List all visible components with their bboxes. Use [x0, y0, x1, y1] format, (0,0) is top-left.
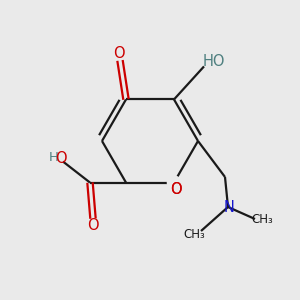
Text: O: O [170, 182, 181, 197]
Text: H: H [49, 152, 58, 164]
Text: O: O [113, 46, 125, 61]
Text: HO: HO [203, 54, 226, 69]
Text: CH₃: CH₃ [184, 228, 205, 241]
Text: O: O [87, 218, 99, 233]
Circle shape [167, 176, 181, 189]
Text: O: O [170, 182, 181, 197]
Text: N: N [224, 200, 234, 215]
Text: CH₃: CH₃ [251, 213, 273, 226]
Text: O: O [55, 151, 66, 166]
